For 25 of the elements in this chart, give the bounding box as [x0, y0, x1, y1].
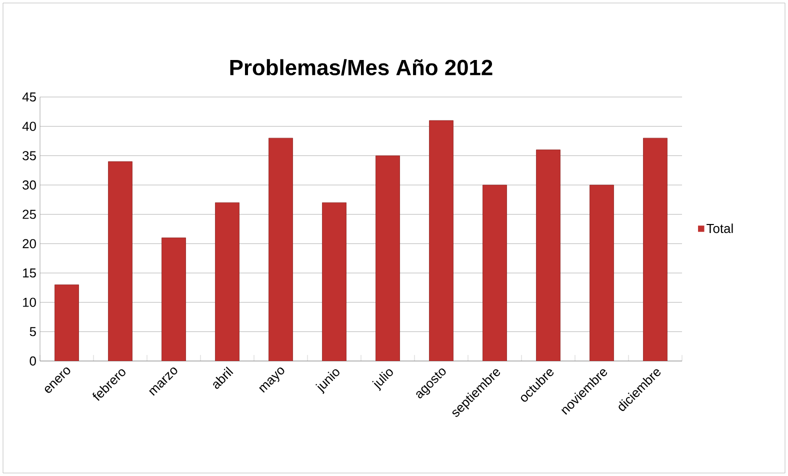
- y-tick-label: 45: [22, 92, 36, 102]
- bar: [268, 138, 293, 361]
- y-tick-label: 35: [22, 151, 36, 160]
- y-tick-label: 20: [22, 239, 36, 248]
- chart-title: Problemas/Mes Año 2012: [230, 59, 492, 76]
- legend-label: Total: [706, 224, 733, 234]
- bar: [590, 184, 614, 361]
- bar: [536, 150, 560, 361]
- y-tick-label: 15: [23, 268, 36, 278]
- y-tick-label: 10: [23, 298, 36, 307]
- y-tick-label: 40: [22, 122, 36, 131]
- bar: [376, 155, 400, 361]
- y-tick-label: 5: [30, 327, 36, 336]
- y-tick-label: 25: [22, 210, 36, 219]
- bar: [215, 202, 240, 361]
- bar: [54, 284, 79, 361]
- bar: [322, 202, 346, 361]
- x-tick-label: julio: [372, 369, 393, 391]
- bar: [162, 238, 186, 361]
- bar: [429, 120, 454, 361]
- y-tick-label: 30: [22, 180, 36, 190]
- bar: [108, 161, 132, 361]
- y-tick-label: 0: [30, 356, 36, 366]
- bar: [643, 138, 668, 361]
- bar: [482, 184, 507, 361]
